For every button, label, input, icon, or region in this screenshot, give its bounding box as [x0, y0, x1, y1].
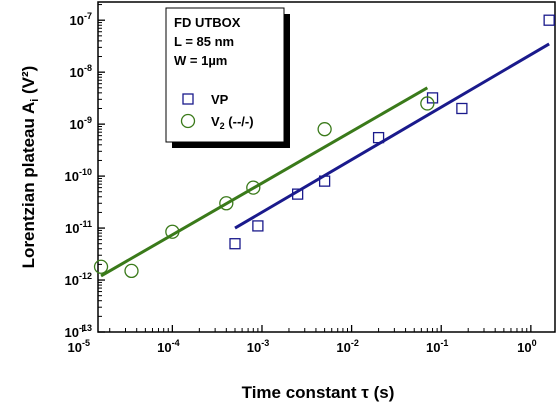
x-tick-base: 10 — [157, 340, 171, 355]
vp-data-point — [456, 102, 468, 115]
y-title-unit: (V²) — [19, 66, 38, 99]
y-tick-label: 10-7 — [70, 11, 92, 28]
legend-v2-sub: 2 — [220, 121, 225, 131]
x-tick-exp: -1 — [440, 338, 448, 348]
info-line-3: W = 1µm — [174, 53, 227, 68]
v2-data-point — [93, 259, 109, 274]
info-line-2: L = 85 nm — [174, 34, 234, 49]
y-tick-exp: -11 — [79, 219, 92, 229]
y-title-sub: i — [29, 99, 41, 102]
y-tick-base: 10 — [70, 13, 84, 28]
v2-fit-line — [100, 86, 429, 278]
x-tick-label: 10-2 — [336, 338, 358, 355]
x-tick-exp: 0 — [532, 338, 537, 348]
y-tick-exp: -7 — [84, 11, 92, 21]
info-line-1: FD UTBOX — [174, 15, 241, 30]
x-tick-label: 10-3 — [247, 338, 269, 355]
vp-data-point — [318, 175, 331, 187]
x-axis: 10-5 10-4 10-3 10-2 10-1 100 — [67, 325, 537, 355]
y-tick-base: 10 — [65, 221, 79, 236]
x-tick-exp: -4 — [172, 338, 180, 348]
y-tick-base: 10 — [65, 273, 79, 288]
v2-data-point — [317, 122, 332, 137]
x-axis-title: Time constant τ (s) — [242, 383, 395, 402]
legend-square-marker — [182, 93, 194, 105]
x-tick-base: 10 — [517, 340, 531, 355]
x-tick-base: 10 — [426, 340, 440, 355]
vp-fit-line — [234, 42, 550, 230]
v2-data-point — [124, 263, 139, 279]
x-tick-label: 10-5 — [67, 338, 89, 355]
legend-label-v2: V2 (--/-) — [211, 114, 254, 131]
v2-data-point — [165, 224, 180, 239]
y-tick-label: 10-11 — [65, 219, 92, 236]
x-tick-base: 10 — [336, 340, 350, 355]
y-tick-label: 10-12 — [65, 271, 92, 288]
v2-data-point — [246, 180, 261, 195]
legend-box — [165, 7, 285, 143]
y-tick-label: 10-9 — [70, 115, 92, 132]
vp-data-point — [372, 131, 385, 144]
vp-data-point — [291, 188, 304, 200]
legend-v2-base: V — [211, 114, 220, 129]
y-tick-base: 10 — [70, 65, 84, 80]
plot-frame — [97, 1, 556, 333]
y-tick-base: 10 — [70, 117, 84, 132]
legend-circle-marker — [180, 113, 196, 129]
y-axis-title: Lorentzian plateau Ai (V²) — [19, 66, 41, 269]
y-tick-exp: -9 — [84, 115, 92, 125]
vp-data-point — [543, 14, 555, 26]
legend: FD UTBOX L = 85 nm W = 1µm VP V2 (--/-) — [165, 7, 290, 148]
x-tick-exp: -5 — [82, 338, 90, 348]
x-tick-base: 10 — [67, 340, 81, 355]
x-tick-label: 10-1 — [426, 338, 448, 355]
y-tick-exp: -10 — [79, 167, 92, 177]
v2-data-point — [420, 96, 435, 111]
y-tick-base: 10 — [65, 325, 79, 340]
y-tick-label: 10-8 — [70, 63, 92, 80]
x-tick-exp: -2 — [351, 338, 359, 348]
vp-data-point — [229, 238, 241, 250]
legend-label-vp: VP — [211, 92, 229, 107]
y-tick-label: 10-10 — [65, 167, 92, 184]
legend-v2-suffix: (--/-) — [225, 114, 254, 129]
vp-data-point — [252, 220, 264, 232]
vp-data-point — [426, 92, 439, 104]
x-tick-label: 10-4 — [157, 338, 179, 355]
v2-data-point — [219, 196, 234, 211]
y-tick-exp: -13 — [79, 323, 92, 333]
data-points — [93, 14, 555, 279]
y-tick-exp: -8 — [84, 63, 92, 73]
y-title-main: Lorentzian plateau A — [19, 102, 38, 269]
fit-lines — [100, 42, 550, 278]
y-tick-base: 10 — [65, 169, 79, 184]
x-tick-exp: -3 — [261, 338, 269, 348]
x-tick-label: 100 — [517, 338, 536, 355]
y-tick-exp: -12 — [79, 271, 92, 281]
x-tick-base: 10 — [247, 340, 261, 355]
y-tick-label: 10-13 — [65, 323, 92, 340]
